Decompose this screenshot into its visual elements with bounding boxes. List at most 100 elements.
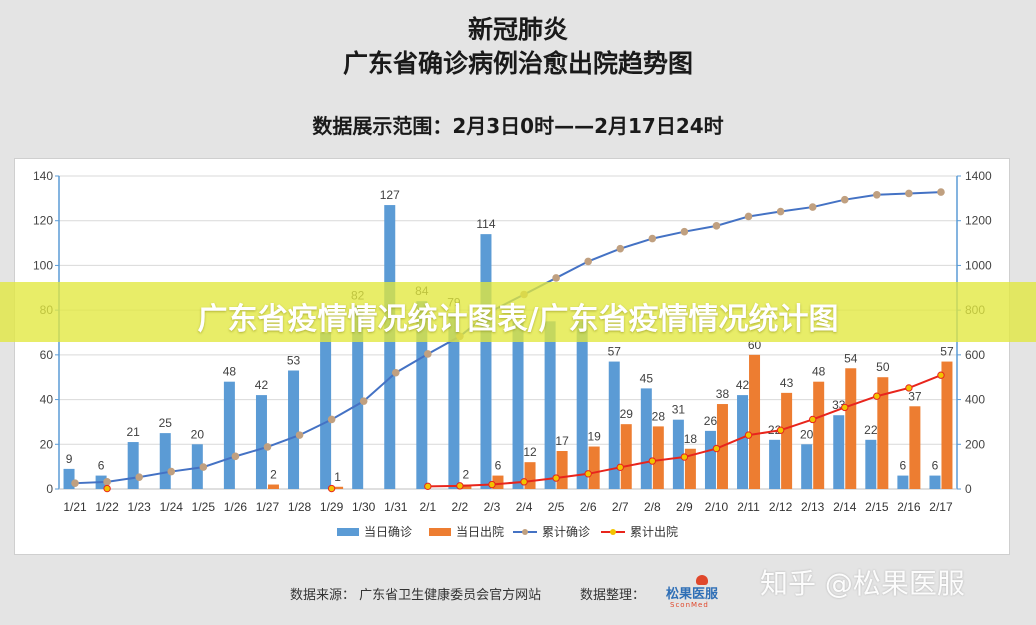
bar-daily-confirmed — [833, 415, 845, 489]
y2-tick-label: 400 — [965, 393, 985, 407]
bar-daily-discharged — [845, 368, 857, 489]
point-cum-confirmed — [552, 274, 560, 282]
point-cum-confirmed — [616, 244, 625, 253]
data-label: 6 — [98, 459, 105, 473]
x-tick-label: 2/4 — [516, 500, 533, 514]
point-cum-discharged — [808, 415, 817, 424]
x-tick-label: 2/1 — [419, 500, 436, 514]
bar-daily-confirmed — [672, 419, 684, 489]
point-cum-confirmed — [905, 189, 913, 198]
bar-daily-confirmed — [448, 312, 460, 489]
bar-daily-confirmed — [191, 444, 203, 489]
point-cum-discharged — [616, 463, 624, 472]
x-tick-label: 1/26 — [224, 500, 248, 514]
point-cum-discharged — [905, 384, 913, 392]
bar-daily-confirmed — [544, 321, 556, 489]
bar-daily-confirmed — [352, 305, 364, 489]
bar-daily-confirmed — [929, 475, 941, 489]
data-label: 54 — [844, 351, 858, 365]
data-label: 1 — [334, 470, 341, 484]
data-label: 20 — [800, 427, 814, 441]
x-tick-label: 1/24 — [160, 500, 184, 514]
chart-subtitle: 广东省确诊病例治愈出院趋势图 — [342, 49, 693, 78]
data-label: 21 — [126, 425, 140, 439]
bar-daily-confirmed — [63, 468, 75, 489]
data-label: 48 — [812, 365, 826, 379]
y-tick-label: 0 — [46, 482, 53, 496]
data-label: 25 — [159, 416, 173, 430]
point-cum-discharged — [648, 457, 657, 465]
bar-daily-discharged — [877, 377, 889, 489]
data-label: 28 — [652, 409, 666, 423]
data-label: 45 — [640, 371, 654, 385]
y-tick-label: 20 — [40, 437, 54, 451]
x-tick-label: 2/9 — [676, 500, 693, 514]
chart: 0204060801001201400200400600800100012001… — [33, 169, 992, 539]
bar-daily-confirmed — [512, 321, 524, 489]
data-label: 19 — [587, 430, 601, 444]
point-cum-confirmed — [808, 203, 817, 211]
logo: 松果医服 SconMed — [666, 574, 746, 614]
data-label: 6 — [932, 459, 939, 473]
bar-daily-discharged — [620, 424, 632, 489]
y-tick-label: 100 — [33, 258, 53, 272]
legend-label: 累计确诊 — [542, 525, 590, 539]
data-label: 26 — [704, 414, 718, 428]
point-cum-confirmed — [231, 452, 240, 461]
y2-tick-label: 600 — [965, 348, 985, 362]
point-cum-discharged — [456, 482, 464, 490]
point-cum-discharged — [488, 480, 496, 489]
data-label: 31 — [672, 403, 686, 417]
x-tick-label: 2/7 — [612, 500, 629, 514]
y-tick-label: 40 — [40, 393, 54, 407]
legend-label: 累计出院 — [630, 525, 678, 539]
point-cum-discharged — [841, 403, 849, 412]
bar-daily-discharged — [909, 406, 921, 489]
banner-text: 广东省疫情情况统计图表/广东省疫情情况统计图 — [197, 302, 839, 337]
data-label: 17 — [555, 434, 569, 448]
y2-tick-label: 0 — [965, 482, 972, 496]
point-cum-discharged — [584, 470, 592, 478]
x-tick-label: 1/29 — [320, 500, 344, 514]
point-cum-confirmed — [359, 397, 368, 405]
x-tick-label: 2/6 — [580, 500, 597, 514]
point-cum-discharged — [552, 474, 560, 482]
x-tick-label: 2/12 — [769, 500, 793, 514]
bar-daily-confirmed — [223, 381, 235, 489]
bar-daily-discharged — [524, 462, 536, 489]
watermark: 知乎 @松果医服 — [760, 567, 965, 600]
point-cum-discharged — [680, 453, 689, 461]
data-label: 6 — [900, 459, 907, 473]
logo-subtext: SconMed — [670, 601, 709, 609]
data-label: 29 — [620, 407, 634, 421]
point-cum-confirmed — [71, 479, 79, 487]
bar-daily-discharged — [588, 446, 600, 489]
bar-daily-confirmed — [608, 361, 620, 489]
x-tick-label: 2/8 — [644, 500, 661, 514]
bar-daily-discharged — [749, 354, 761, 489]
x-tick-label: 1/21 — [63, 500, 87, 514]
x-tick-label: 2/3 — [484, 500, 501, 514]
data-label: 53 — [287, 354, 301, 368]
point-cum-confirmed — [584, 257, 592, 266]
data-label: 22 — [864, 423, 878, 437]
y-tick-label: 140 — [33, 169, 53, 183]
bar-daily-confirmed — [897, 475, 909, 489]
x-tick-label: 1/30 — [352, 500, 376, 514]
point-cum-confirmed — [263, 443, 272, 451]
x-tick-label: 2/11 — [737, 500, 760, 514]
data-label: 37 — [908, 389, 922, 403]
pot-icon — [696, 575, 708, 585]
data-label: 114 — [476, 217, 495, 231]
bar-daily-discharged — [267, 484, 279, 489]
bar-daily-discharged — [332, 486, 344, 489]
x-tick-label: 1/28 — [288, 500, 312, 514]
x-tick-label: 1/22 — [95, 500, 119, 514]
data-label: 2 — [463, 468, 470, 482]
x-tick-label: 2/14 — [833, 500, 857, 514]
legend-swatch — [337, 528, 359, 536]
bar-daily-confirmed — [127, 442, 139, 489]
data-label: 12 — [523, 445, 537, 459]
organizer-label: 数据整理： — [580, 588, 646, 603]
